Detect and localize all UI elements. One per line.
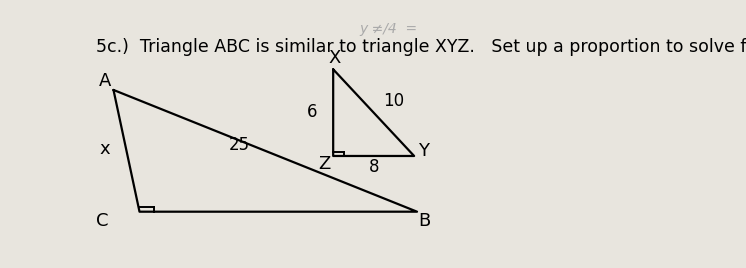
Text: Y: Y bbox=[419, 142, 429, 160]
Text: A: A bbox=[99, 72, 111, 90]
Text: C: C bbox=[96, 212, 109, 230]
Text: Z: Z bbox=[319, 155, 331, 173]
Text: x: x bbox=[99, 140, 110, 158]
Text: X: X bbox=[328, 49, 340, 67]
Text: 5c.)  Triangle ABC is similar to triangle XYZ.   Set up a proportion to solve fo: 5c.) Triangle ABC is similar to triangle… bbox=[96, 38, 746, 56]
Text: 8: 8 bbox=[369, 158, 380, 176]
Text: 25: 25 bbox=[229, 136, 250, 154]
Text: B: B bbox=[419, 212, 431, 230]
Text: 6: 6 bbox=[307, 103, 317, 121]
Text: y ≠/4  =: y ≠/4 = bbox=[360, 22, 417, 36]
Text: 10: 10 bbox=[383, 92, 404, 110]
